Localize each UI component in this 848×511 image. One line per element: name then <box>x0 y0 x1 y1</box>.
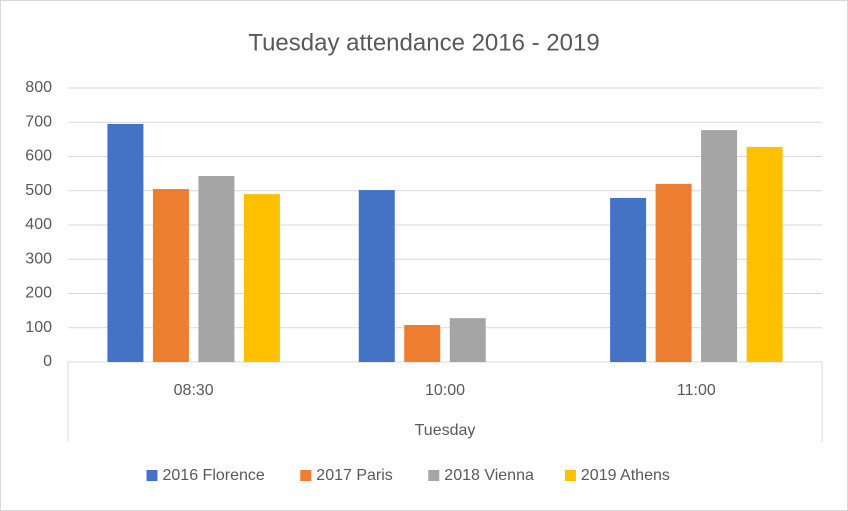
y-tick-label: 0 <box>43 353 52 370</box>
bar <box>152 189 189 362</box>
y-tick-label: 800 <box>25 79 52 96</box>
y-tick-label: 700 <box>25 113 52 130</box>
y-tick-label: 300 <box>25 250 52 267</box>
bar <box>243 194 280 362</box>
y-tick-label: 400 <box>25 216 52 233</box>
bar <box>746 146 783 362</box>
bar <box>107 123 144 363</box>
bar <box>358 190 395 362</box>
chart-title: Tuesday attendance 2016 - 2019 <box>248 29 599 56</box>
legend-label: 2018 Vienna <box>444 467 534 484</box>
x-tick-label: 08:30 <box>174 382 214 399</box>
legend-swatch <box>146 470 158 481</box>
bar <box>655 183 692 362</box>
legend-label: 2017 Paris <box>316 467 393 484</box>
group-label: Tuesday <box>415 422 476 439</box>
legend-label: 2016 Florence <box>163 467 265 484</box>
bar <box>701 130 738 362</box>
x-tick-label: 11:00 <box>677 382 716 399</box>
y-tick-label: 200 <box>25 285 52 302</box>
bar <box>610 197 647 362</box>
legend-swatch <box>300 470 312 481</box>
bar <box>198 176 235 362</box>
legend-swatch <box>428 470 440 481</box>
x-tick-label: 10:00 <box>425 382 465 399</box>
bar <box>404 325 441 362</box>
y-tick-label: 500 <box>25 182 52 199</box>
y-tick-label: 100 <box>25 319 52 336</box>
legend-swatch <box>564 470 576 481</box>
legend-label: 2019 Athens <box>581 467 670 484</box>
bar <box>449 318 486 362</box>
y-tick-label: 600 <box>25 148 52 165</box>
